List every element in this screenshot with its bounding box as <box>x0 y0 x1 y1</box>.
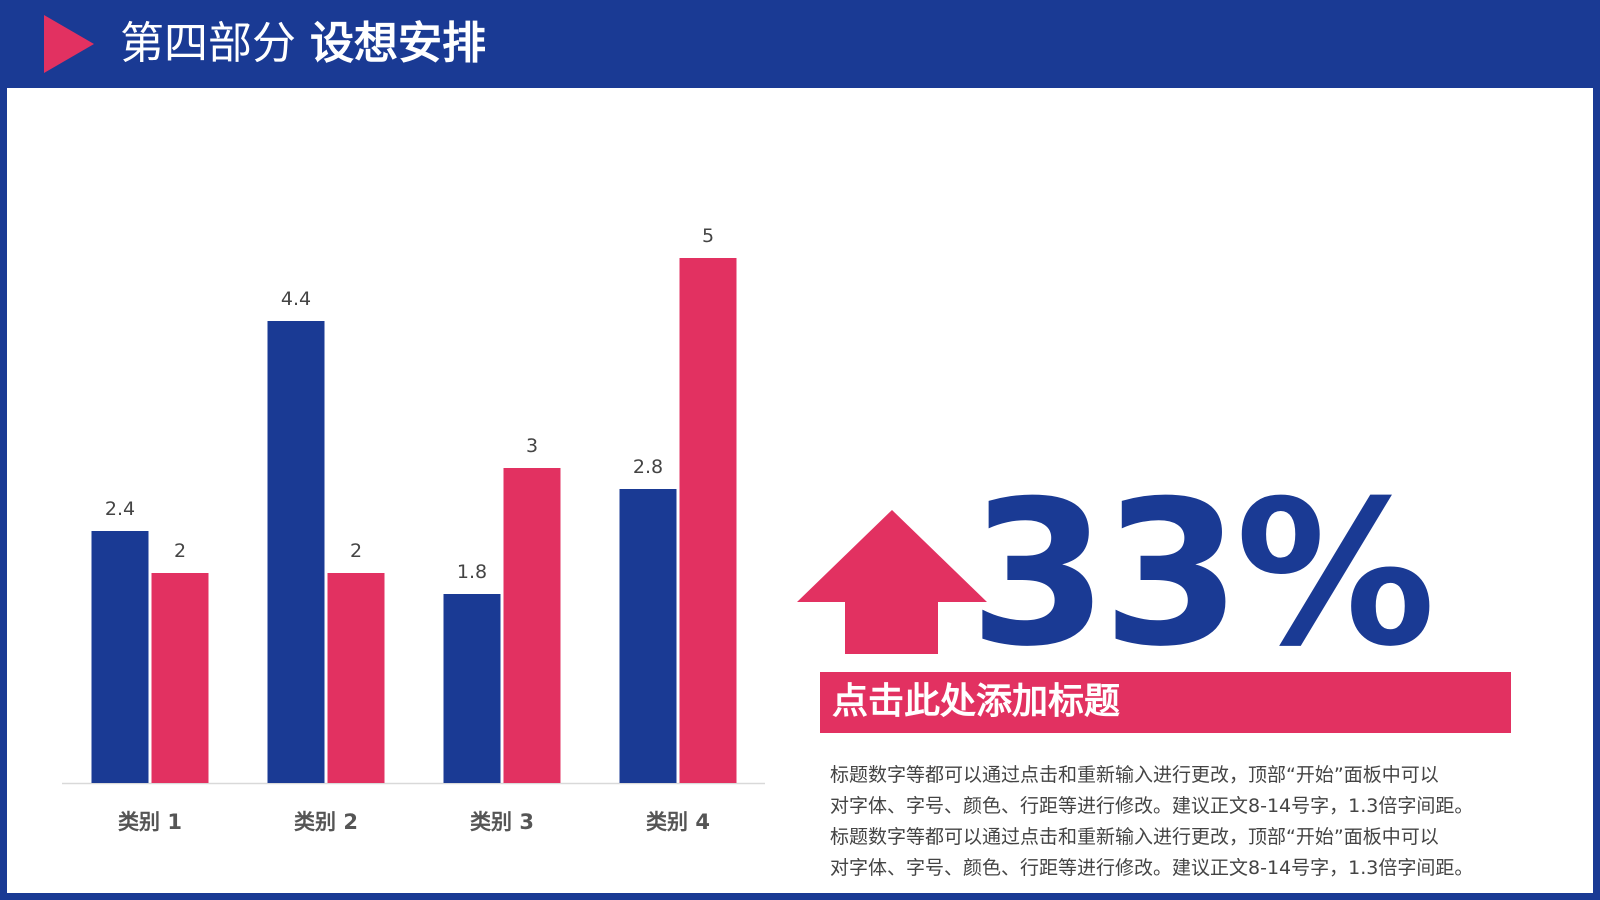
chart-bar <box>619 489 677 783</box>
body-line: 对字体、字号、颜色、行距等进行修改。建议正文8-14号字，1.3倍字间距。 <box>830 857 1474 879</box>
headline-title: 点击此处添加标题 <box>832 681 1121 722</box>
slide-header: 第四部分 设想安排 <box>0 0 1600 88</box>
data-label: 3 <box>526 435 538 457</box>
category-tick-label: 类别 4 <box>646 810 710 834</box>
play-triangle-icon <box>44 15 94 73</box>
body-line: 标题数字等都可以通过点击和重新输入进行更改，顶部“开始”面板中可以 <box>830 826 1439 848</box>
slide-content-panel: 2.4 2 类别 1 4.4 2 类别 2 1.8 3 类别 3 2.8 5 类别 4 33% 点击此… <box>7 88 1593 893</box>
data-label: 2 <box>174 540 186 562</box>
section-part-label: 第四部分 <box>120 18 296 69</box>
data-label: 2.8 <box>633 456 663 478</box>
headline-banner: 点击此处添加标题 <box>820 672 1511 733</box>
data-label: 2 <box>350 540 362 562</box>
chart-bar <box>679 258 737 783</box>
chart-bar <box>151 573 209 783</box>
bar-chart: 2.4 2 类别 1 4.4 2 类别 2 1.8 3 类别 3 2.8 5 类别 4 <box>62 225 765 834</box>
category-tick-label: 类别 3 <box>470 810 534 834</box>
data-label: 2.4 <box>105 498 135 520</box>
up-arrow-icon <box>797 510 987 654</box>
chart-bar <box>267 321 325 783</box>
body-line: 标题数字等都可以通过点击和重新输入进行更改，顶部“开始”面板中可以 <box>830 764 1439 786</box>
category-tick-label: 类别 1 <box>118 810 182 834</box>
category-tick-label: 类别 2 <box>294 810 358 834</box>
highlight-percentage: 33% <box>969 458 1436 691</box>
data-label: 1.8 <box>457 561 487 583</box>
body-line: 对字体、字号、颜色、行距等进行修改。建议正文8-14号字，1.3倍字间距。 <box>830 795 1474 817</box>
section-topic-label: 设想安排 <box>310 18 486 69</box>
body-paragraph: 标题数字等都可以通过点击和重新输入进行更改，顶部“开始”面板中可以 对字体、字号… <box>830 760 1530 884</box>
chart-bar <box>443 594 501 783</box>
chart-bar <box>503 468 561 783</box>
chart-bar <box>327 573 385 783</box>
data-label: 4.4 <box>281 288 311 310</box>
data-label: 5 <box>702 225 714 247</box>
chart-bar <box>91 531 149 783</box>
page-title: 第四部分 设想安排 <box>120 18 486 70</box>
